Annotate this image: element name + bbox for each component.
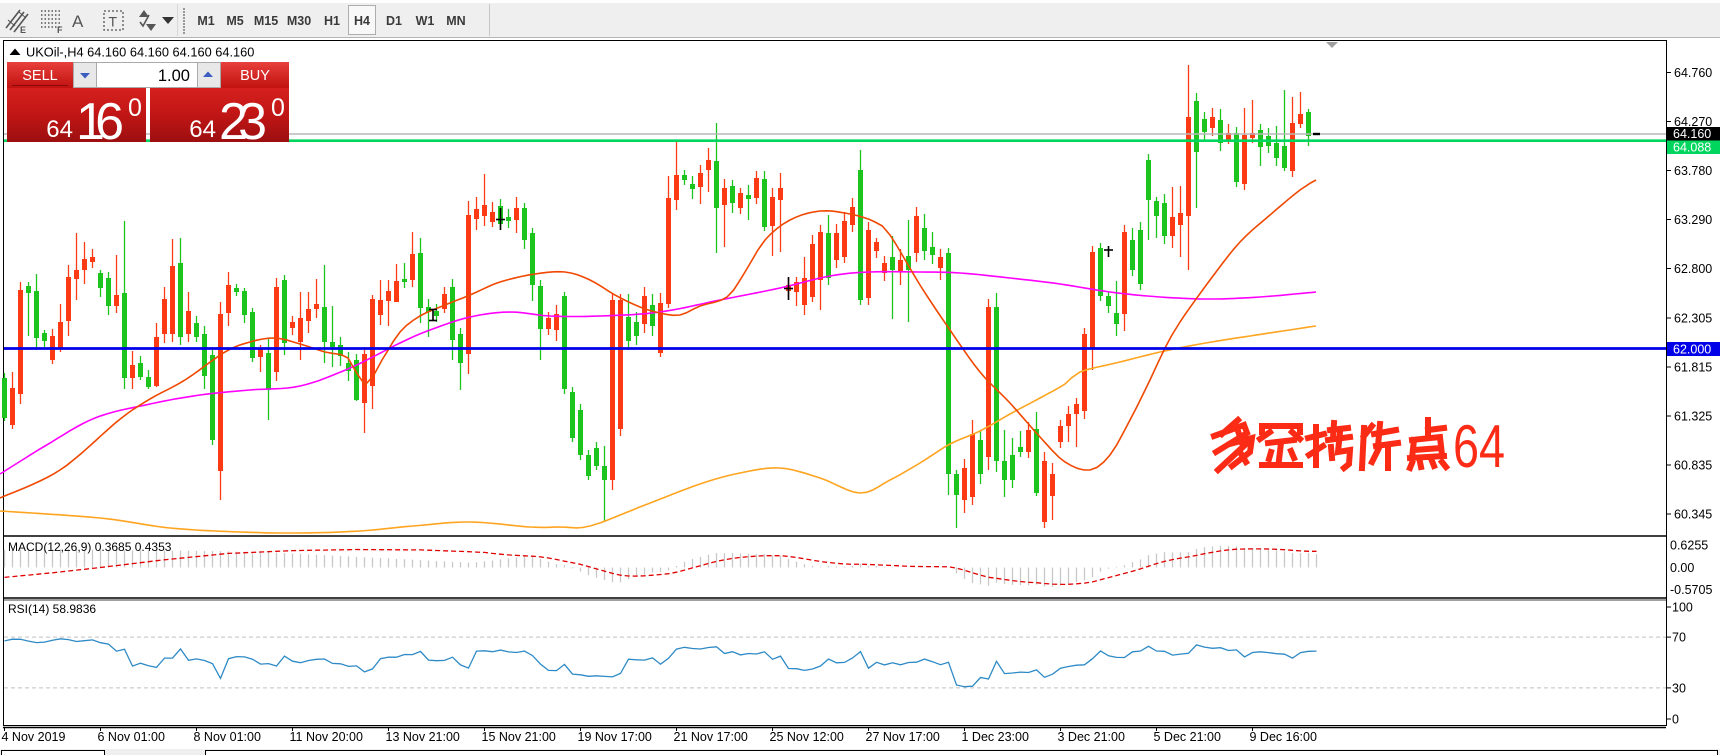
svg-text:64: 64 — [46, 116, 73, 143]
svg-text:M30: M30 — [287, 14, 311, 28]
svg-text:D1: D1 — [386, 14, 402, 28]
svg-text:8 Nov 01:00: 8 Nov 01:00 — [194, 730, 261, 744]
svg-text:15 Nov 21:00: 15 Nov 21:00 — [482, 730, 556, 744]
svg-text:70: 70 — [1672, 631, 1686, 645]
svg-text:64.160: 64.160 — [1673, 127, 1711, 141]
svg-text:63.290: 63.290 — [1674, 213, 1712, 227]
svg-text:9 Dec 16:00: 9 Dec 16:00 — [1250, 730, 1317, 744]
svg-text:-0.5705: -0.5705 — [1670, 583, 1712, 597]
svg-text:64: 64 — [1453, 413, 1505, 480]
svg-text:W1: W1 — [416, 14, 435, 28]
svg-text:A: A — [72, 12, 84, 31]
svg-text:13 Nov 21:00: 13 Nov 21:00 — [386, 730, 460, 744]
svg-text:0: 0 — [271, 94, 285, 122]
svg-text:M15: M15 — [254, 14, 278, 28]
svg-text:M1: M1 — [197, 14, 214, 28]
svg-text:61.325: 61.325 — [1674, 410, 1712, 424]
svg-text:1 Dec 23:00: 1 Dec 23:00 — [962, 730, 1029, 744]
svg-text:62.800: 62.800 — [1674, 262, 1712, 276]
svg-text:64.270: 64.270 — [1674, 115, 1712, 129]
svg-text:64.760: 64.760 — [1674, 66, 1712, 80]
svg-text:BUY: BUY — [240, 68, 270, 84]
svg-text:3 Dec 21:00: 3 Dec 21:00 — [1058, 730, 1125, 744]
svg-text:F: F — [57, 25, 63, 35]
svg-text:64.088: 64.088 — [1673, 141, 1711, 155]
svg-text:21 Nov 17:00: 21 Nov 17:00 — [674, 730, 748, 744]
svg-text:100: 100 — [1672, 601, 1693, 615]
svg-text:60.345: 60.345 — [1674, 508, 1712, 522]
svg-text:4 Nov 2019: 4 Nov 2019 — [2, 730, 66, 744]
svg-text:SELL: SELL — [22, 68, 57, 84]
svg-text:62.000: 62.000 — [1673, 343, 1711, 357]
svg-text:16: 16 — [76, 93, 124, 151]
svg-text:6 Nov 01:00: 6 Nov 01:00 — [98, 730, 165, 744]
svg-text:27 Nov 17:00: 27 Nov 17:00 — [866, 730, 940, 744]
svg-text:T: T — [109, 14, 118, 30]
svg-text:MACD(12,26,9) 0.3685 0.4353: MACD(12,26,9) 0.3685 0.4353 — [8, 540, 172, 554]
svg-text:UKOil-,H4 64.160 64.160 64.16: UKOil-,H4 64.160 64.160 64.160 64.160 — [26, 45, 254, 60]
svg-text:H4: H4 — [354, 14, 370, 28]
svg-text:0: 0 — [1672, 713, 1679, 727]
svg-text:M5: M5 — [226, 14, 243, 28]
svg-text:60.835: 60.835 — [1674, 459, 1712, 473]
svg-text:1.00: 1.00 — [158, 67, 190, 85]
svg-text:MN: MN — [446, 14, 465, 28]
svg-text:61.815: 61.815 — [1674, 361, 1712, 375]
svg-text:5 Dec 21:00: 5 Dec 21:00 — [1154, 730, 1221, 744]
svg-text:23: 23 — [219, 93, 267, 151]
svg-text:63.780: 63.780 — [1674, 164, 1712, 178]
svg-text:RSI(14) 58.9836: RSI(14) 58.9836 — [8, 602, 96, 616]
svg-text:30: 30 — [1672, 681, 1686, 695]
svg-text:0: 0 — [128, 94, 142, 122]
svg-text:11 Nov 20:00: 11 Nov 20:00 — [290, 730, 363, 744]
svg-text:E: E — [20, 25, 26, 35]
svg-text:25 Nov 12:00: 25 Nov 12:00 — [770, 730, 844, 744]
svg-text:0.00: 0.00 — [1670, 561, 1694, 575]
svg-text:62.305: 62.305 — [1674, 312, 1712, 326]
svg-text:64: 64 — [189, 116, 216, 143]
svg-text:H1: H1 — [324, 14, 340, 28]
svg-text:0.6255: 0.6255 — [1670, 539, 1708, 553]
svg-text:19 Nov 17:00: 19 Nov 17:00 — [578, 730, 652, 744]
